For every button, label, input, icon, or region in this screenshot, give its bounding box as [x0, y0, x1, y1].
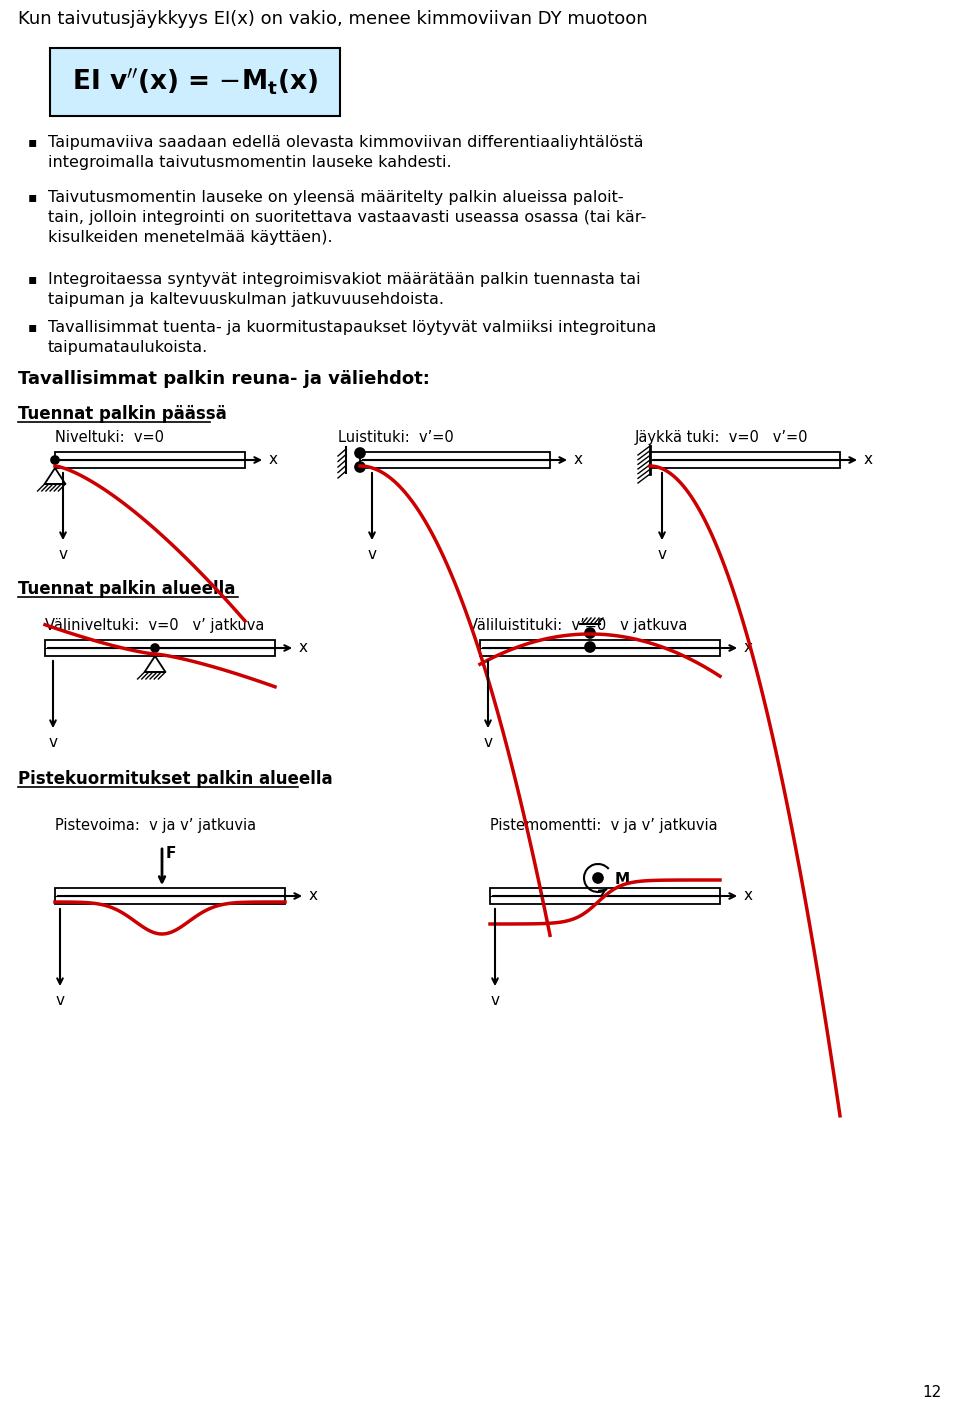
Bar [45, 640, 275, 656]
Text: Kun taivutusjäykkyys EI(x) on vakio, menee kimmoviivan DY muotoon: Kun taivutusjäykkyys EI(x) on vakio, men… [18, 10, 648, 28]
Bar [55, 452, 245, 469]
Text: ▪: ▪ [28, 190, 37, 204]
Text: Tuennat palkin alueella: Tuennat palkin alueella [18, 581, 235, 598]
Text: v: v [59, 547, 67, 562]
Text: Integroitaessa syntyvät integroimisvakiot määrätään palkin tuennasta tai
taipuma: Integroitaessa syntyvät integroimisvakio… [48, 272, 640, 307]
Bar [55, 888, 285, 903]
Text: 12: 12 [923, 1385, 942, 1400]
Circle shape [51, 456, 59, 464]
Text: Pistekuormitukset palkin alueella: Pistekuormitukset palkin alueella [18, 770, 332, 787]
Text: x: x [299, 640, 308, 656]
Bar [650, 452, 840, 469]
Text: Niveltuki:  v=0: Niveltuki: v=0 [55, 430, 164, 445]
Text: Väliniveltuki:  v=0   v’ jatkuva: Väliniveltuki: v=0 v’ jatkuva [45, 617, 264, 633]
Text: Pistemomentti:  v ja v’ jatkuvia: Pistemomentti: v ja v’ jatkuvia [490, 818, 718, 833]
Text: v: v [658, 547, 666, 562]
Circle shape [355, 447, 365, 457]
Text: Pistevoima:  v ja v’ jatkuvia: Pistevoima: v ja v’ jatkuvia [55, 818, 256, 833]
Text: F: F [166, 845, 177, 861]
Text: x: x [864, 453, 873, 467]
Bar [50, 48, 340, 116]
Text: Tuennat palkin päässä: Tuennat palkin päässä [18, 405, 227, 423]
Text: v: v [56, 993, 64, 1008]
Text: EI v$^{\prime\prime}$(x) = $-$M$_\mathregular{t}$(x): EI v$^{\prime\prime}$(x) = $-$M$_\mathre… [72, 67, 318, 98]
Text: Taipumaviiva saadaan edellä olevasta kimmoviivan differentiaaliyhtälöstä
integro: Taipumaviiva saadaan edellä olevasta kim… [48, 135, 643, 170]
Circle shape [151, 644, 159, 651]
Circle shape [585, 629, 595, 639]
Bar [480, 640, 720, 656]
Text: Taivutusmomentin lauseke on yleensä määritelty palkin alueissa paloit-
tain, jol: Taivutusmomentin lauseke on yleensä määr… [48, 190, 646, 245]
Text: ▪: ▪ [28, 320, 37, 334]
Text: Väliluistituki:  v’=0   v jatkuva: Väliluistituki: v’=0 v jatkuva [468, 617, 687, 633]
Text: Tavallisimmat tuenta- ja kuormitustapaukset löytyvät valmiiksi integroituna
taip: Tavallisimmat tuenta- ja kuormitustapauk… [48, 320, 657, 355]
Text: v: v [368, 547, 376, 562]
Circle shape [585, 641, 595, 651]
Text: x: x [269, 453, 278, 467]
Text: v: v [49, 735, 58, 750]
Text: ▪: ▪ [28, 135, 37, 149]
Bar [360, 452, 550, 469]
Text: x: x [744, 888, 753, 903]
Text: v: v [491, 993, 499, 1008]
Text: x: x [744, 640, 753, 656]
Bar [490, 888, 720, 903]
Text: Tavallisimmat palkin reuna- ja väliehdot:: Tavallisimmat palkin reuna- ja väliehdot… [18, 370, 430, 388]
Text: Luistituki:  v’=0: Luistituki: v’=0 [338, 430, 454, 445]
Text: ▪: ▪ [28, 272, 37, 286]
Text: M: M [615, 872, 630, 888]
Text: Jäykkä tuki:  v=0   v’=0: Jäykkä tuki: v=0 v’=0 [635, 430, 808, 445]
Text: x: x [574, 453, 583, 467]
Text: v: v [484, 735, 492, 750]
Circle shape [355, 462, 365, 472]
Circle shape [593, 874, 603, 884]
Text: x: x [309, 888, 318, 903]
